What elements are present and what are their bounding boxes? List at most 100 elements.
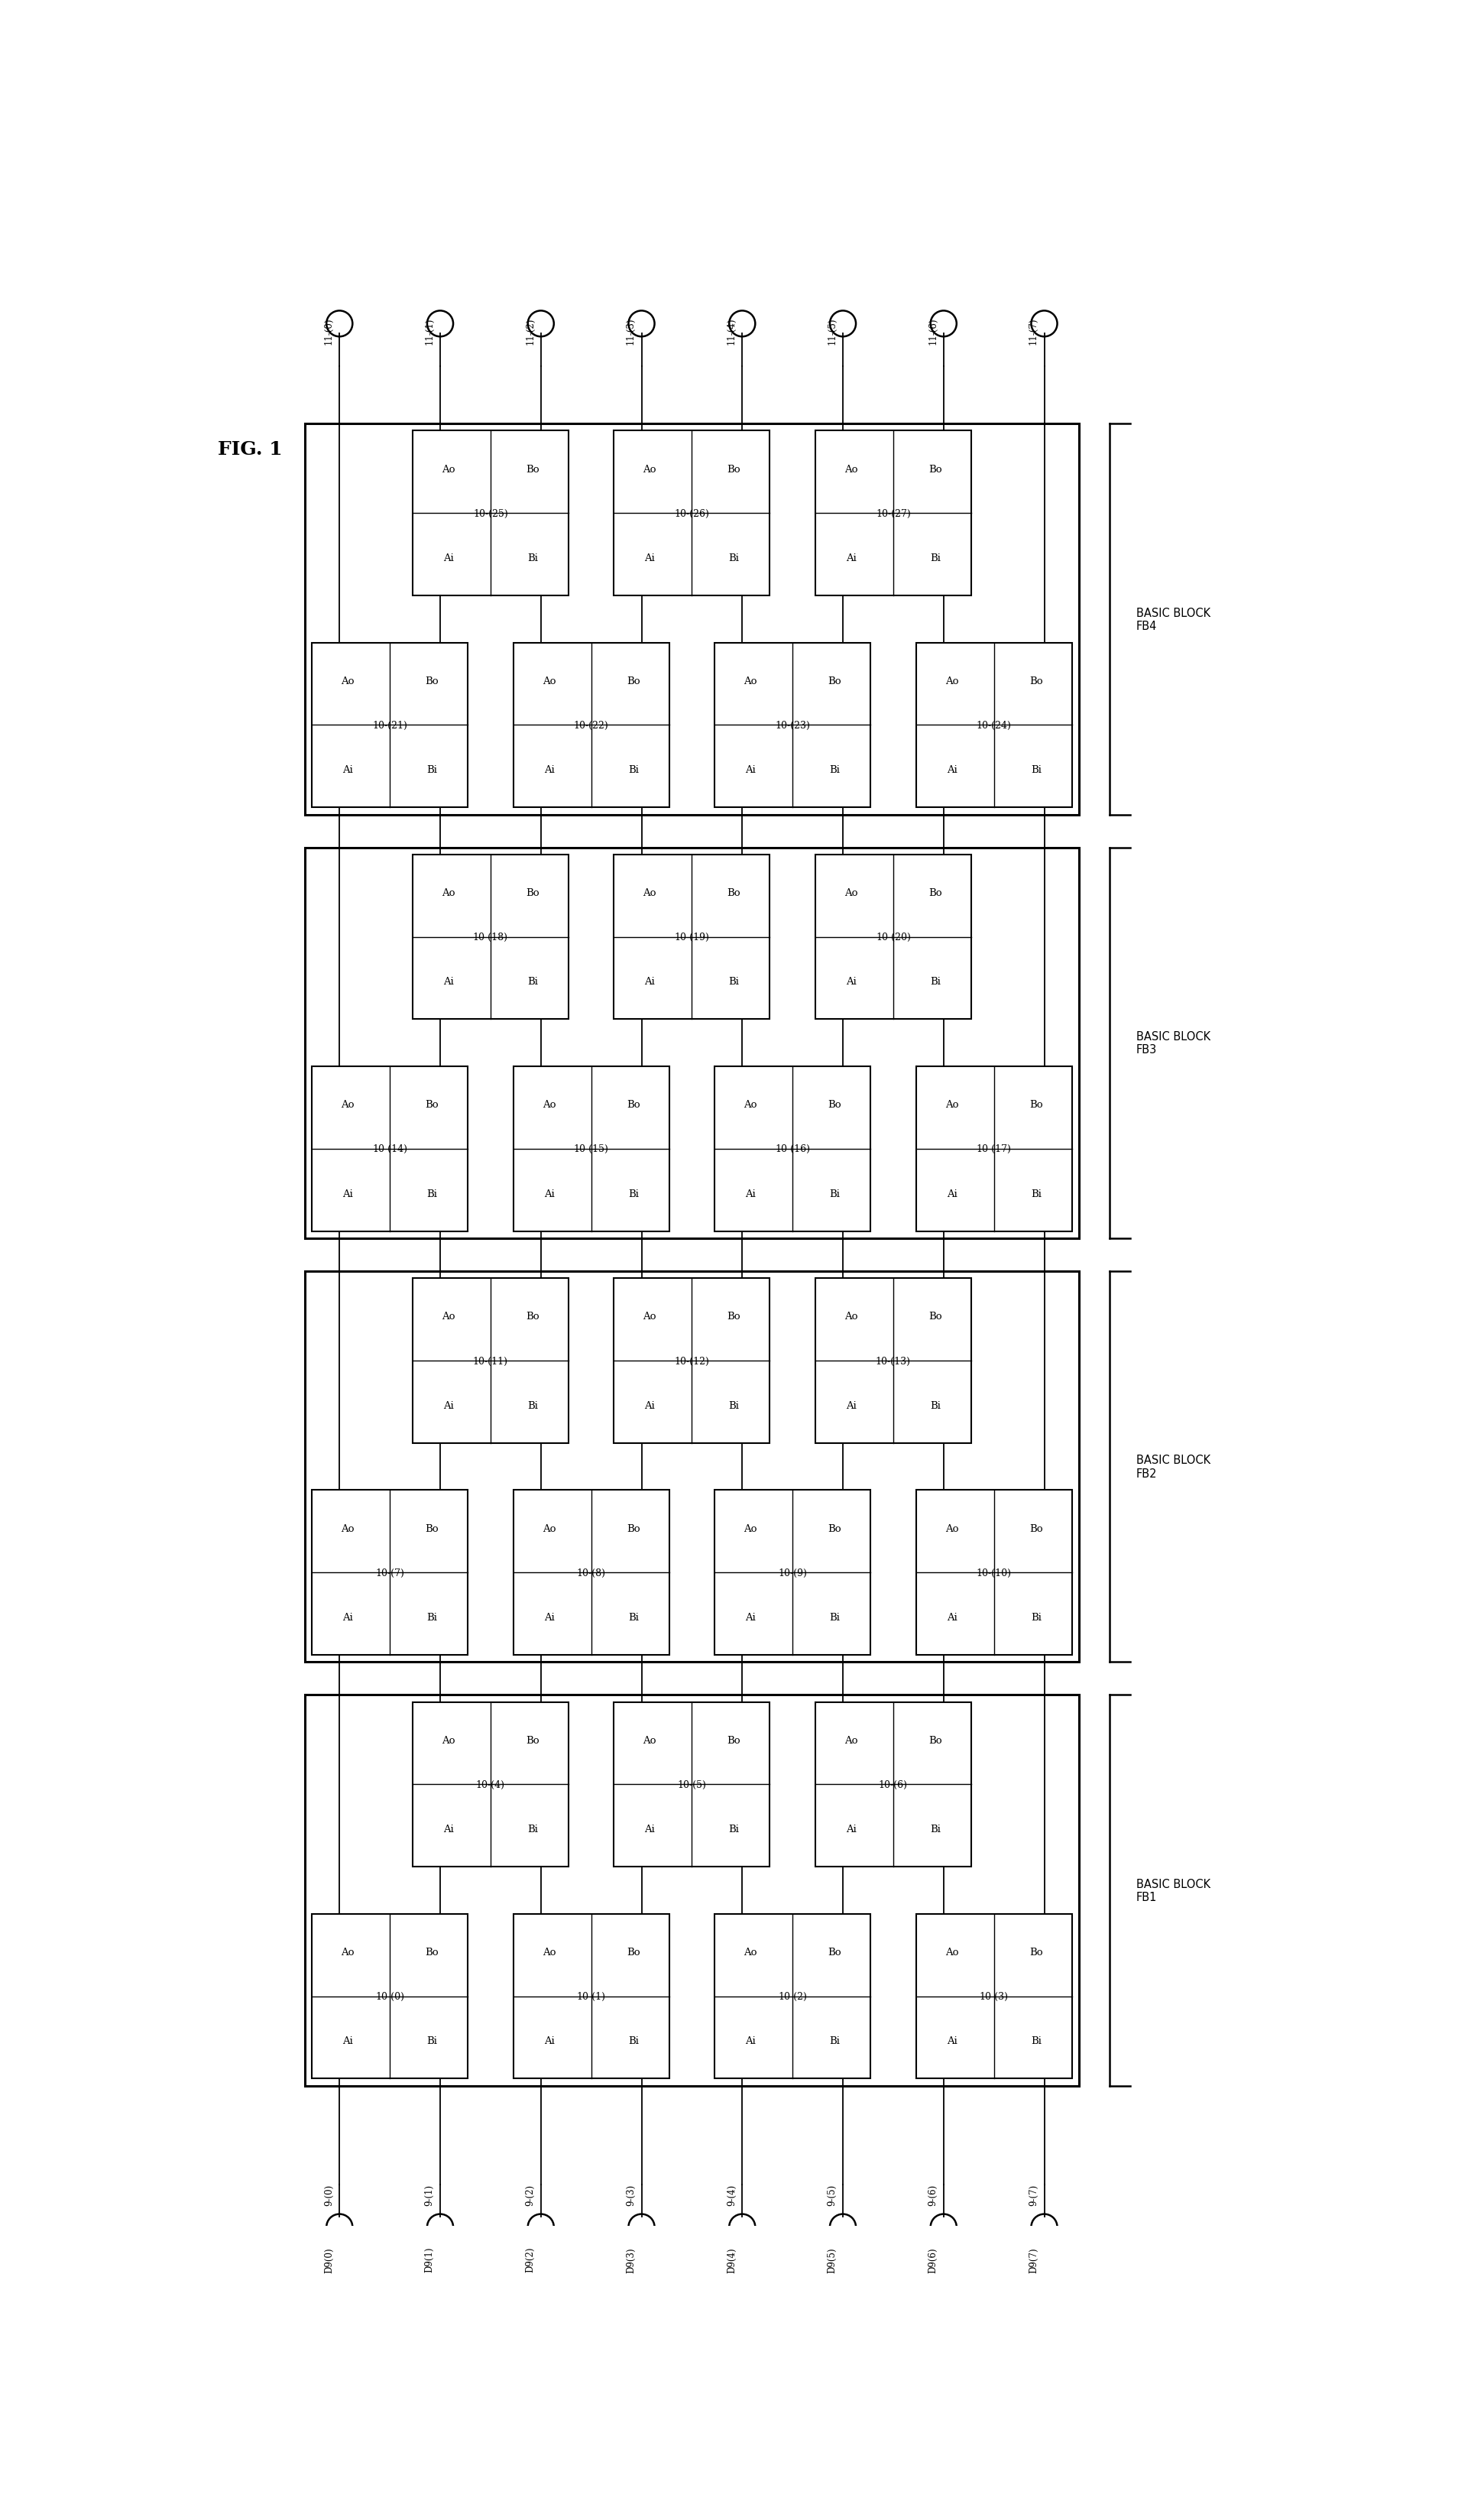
Text: 9-(7): 9-(7): [1028, 2183, 1039, 2206]
Text: FIG. 1: FIG. 1: [218, 440, 283, 458]
Text: Ao: Ao: [542, 675, 555, 685]
Text: Bi: Bi: [729, 553, 739, 563]
Text: Ao: Ao: [643, 888, 656, 898]
Bar: [312, 1491, 467, 1656]
Text: Ai: Ai: [745, 765, 755, 775]
Text: Bo: Bo: [727, 888, 741, 898]
Bar: [916, 1491, 1071, 1656]
Text: Bi: Bi: [1031, 765, 1042, 775]
Text: Bi: Bi: [628, 1188, 638, 1198]
Text: Bi: Bi: [1031, 1188, 1042, 1198]
Text: Ao: Ao: [341, 675, 355, 685]
Text: Ai: Ai: [543, 765, 555, 775]
Text: Ai: Ai: [343, 1188, 353, 1198]
Text: 11-(3): 11-(3): [626, 318, 635, 345]
Text: Ai: Ai: [444, 1823, 454, 1833]
Text: Ao: Ao: [945, 1523, 959, 1533]
Text: Bo: Bo: [1030, 1100, 1043, 1110]
Bar: [304, 425, 1079, 815]
Text: Bo: Bo: [525, 465, 539, 475]
Text: Ai: Ai: [846, 1823, 856, 1833]
Text: Ao: Ao: [743, 1946, 757, 1956]
Text: Bi: Bi: [830, 765, 840, 775]
Text: Ai: Ai: [343, 2036, 353, 2046]
Bar: [714, 1913, 871, 2078]
Text: Bi: Bi: [930, 553, 941, 563]
Text: D9(5): D9(5): [827, 2246, 837, 2273]
Text: D9(7): D9(7): [1028, 2246, 1039, 2273]
Text: BASIC BLOCK
FB1: BASIC BLOCK FB1: [1137, 1878, 1211, 1903]
Text: Ao: Ao: [442, 888, 456, 898]
Text: Ai: Ai: [644, 1823, 654, 1833]
Text: Bi: Bi: [527, 978, 537, 988]
Text: 11-(5): 11-(5): [827, 318, 837, 345]
Text: 11-(0): 11-(0): [324, 318, 334, 345]
Text: Bo: Bo: [626, 1523, 640, 1533]
Text: 10-(17): 10-(17): [976, 1143, 1012, 1153]
Text: Ao: Ao: [341, 1100, 355, 1110]
Bar: [815, 430, 971, 595]
Text: 10-(22): 10-(22): [574, 720, 608, 730]
Text: Ao: Ao: [442, 1311, 456, 1321]
Text: Bo: Bo: [929, 888, 942, 898]
Text: 10-(6): 10-(6): [879, 1781, 908, 1791]
Text: 9-(0): 9-(0): [324, 2183, 334, 2206]
Text: Ao: Ao: [945, 675, 959, 685]
Text: Ao: Ao: [341, 1946, 355, 1956]
Text: Ao: Ao: [542, 1946, 555, 1956]
Text: 9-(4): 9-(4): [727, 2183, 736, 2206]
Text: Bo: Bo: [727, 465, 741, 475]
Bar: [714, 1068, 871, 1230]
Text: 10-(9): 10-(9): [778, 1568, 807, 1578]
Bar: [815, 1703, 971, 1866]
Bar: [304, 1696, 1079, 2086]
Text: 9-(3): 9-(3): [626, 2183, 635, 2206]
Text: Bo: Bo: [525, 1736, 539, 1746]
Text: Bi: Bi: [830, 2036, 840, 2046]
Text: Ao: Ao: [341, 1523, 355, 1533]
Text: 10-(20): 10-(20): [876, 933, 911, 943]
Text: 10-(19): 10-(19): [674, 933, 709, 943]
Text: 11-(2): 11-(2): [525, 318, 536, 345]
Text: Bi: Bi: [628, 1613, 638, 1623]
Text: 10-(25): 10-(25): [473, 508, 508, 518]
Bar: [714, 1491, 871, 1656]
Text: BASIC BLOCK
FB4: BASIC BLOCK FB4: [1137, 608, 1211, 633]
Text: Ai: Ai: [745, 2036, 755, 2046]
Text: Bo: Bo: [426, 675, 439, 685]
Text: Bi: Bi: [426, 1188, 438, 1198]
Bar: [413, 1278, 568, 1443]
Bar: [815, 855, 971, 1020]
Text: 10-(23): 10-(23): [775, 720, 810, 730]
Text: Ao: Ao: [844, 888, 858, 898]
Text: Bi: Bi: [729, 1401, 739, 1411]
Text: Ao: Ao: [844, 1736, 858, 1746]
Text: Bo: Bo: [426, 1523, 439, 1533]
Text: Ao: Ao: [743, 1100, 757, 1110]
Bar: [614, 1278, 770, 1443]
Text: 11-(4): 11-(4): [727, 318, 736, 345]
Text: Ao: Ao: [945, 1946, 959, 1956]
Text: Ai: Ai: [745, 1613, 755, 1623]
Text: Bi: Bi: [527, 1401, 537, 1411]
Text: Bo: Bo: [828, 1100, 841, 1110]
Bar: [614, 855, 770, 1020]
Text: Ao: Ao: [844, 1311, 858, 1321]
Text: BASIC BLOCK
FB3: BASIC BLOCK FB3: [1137, 1030, 1211, 1055]
Text: Ai: Ai: [947, 1188, 957, 1198]
Text: 10-(10): 10-(10): [976, 1568, 1012, 1578]
Bar: [513, 1913, 669, 2078]
Text: Ao: Ao: [643, 1736, 656, 1746]
Text: Bi: Bi: [426, 2036, 438, 2046]
Bar: [413, 430, 568, 595]
Text: Ao: Ao: [542, 1523, 555, 1533]
Text: Ai: Ai: [745, 1188, 755, 1198]
Text: Bo: Bo: [828, 675, 841, 685]
Text: D9(3): D9(3): [626, 2246, 635, 2273]
Bar: [312, 1913, 467, 2078]
Text: Bi: Bi: [1031, 1613, 1042, 1623]
Text: D9(1): D9(1): [424, 2246, 435, 2271]
Bar: [916, 1913, 1071, 2078]
Text: D9(6): D9(6): [928, 2246, 938, 2273]
Bar: [614, 430, 770, 595]
